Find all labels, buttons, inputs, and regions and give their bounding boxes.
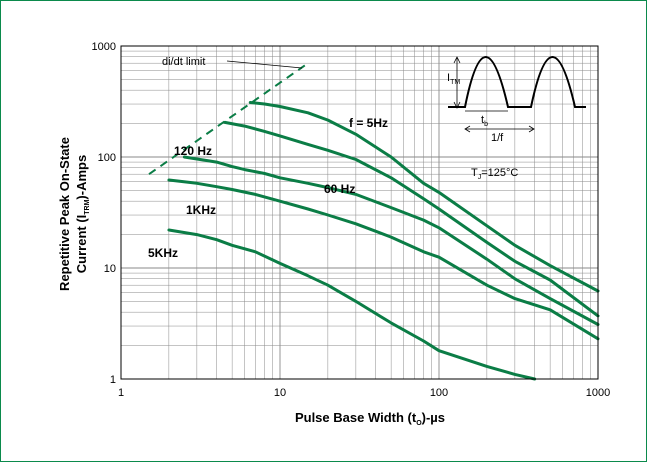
didt-limit-dashed [148, 62, 309, 176]
inset-waveform: ITM tb 1/f [447, 56, 586, 144]
curves [167, 101, 600, 381]
curve-label-120hz: 120 Hz [174, 144, 212, 158]
curve-label-1khz: 1KHz [186, 203, 216, 217]
series-curve-60hz [223, 120, 600, 318]
x-tick-label: 100 [430, 387, 448, 399]
inset-period-arrowheads [464, 125, 535, 133]
inset-itm-label: ITM [447, 72, 460, 86]
y-tick-labels: 1 10 100 1000 [92, 41, 116, 386]
y-axis-title-line1: Repetitive Peak On-State [57, 137, 72, 291]
y-tick-label: 1000 [92, 41, 116, 53]
tj-label: TJ=125°C [471, 167, 518, 181]
curve-label-5hz: f = 5Hz [349, 116, 388, 130]
x-tick-label: 10 [274, 387, 286, 399]
x-tick-label: 1000 [586, 387, 610, 399]
series-curve-f5hz [248, 101, 600, 293]
curve-label-60hz: 60 Hz [324, 182, 355, 196]
didt-limit-line [148, 62, 309, 176]
inset-itm-arrowheads [453, 56, 461, 109]
didt-leader-line [226, 60, 303, 69]
y-tick-label: 1 [110, 374, 116, 386]
x-tick-labels: 1 10 100 1000 [118, 387, 610, 399]
inset-period-label: 1/f [491, 132, 504, 144]
series-curve-1khz [167, 178, 600, 341]
x-tick-label: 1 [118, 387, 124, 399]
didt-limit-label: di/dt limit [162, 56, 205, 68]
y-tick-label: 100 [98, 152, 116, 164]
x-axis-title: Pulse Base Width (tO)-µs [295, 410, 445, 427]
inset-tb-label: tb [481, 114, 488, 128]
y-tick-label: 10 [104, 263, 116, 275]
curve-label-5khz: 5KHz [148, 246, 178, 260]
series-curve-5khz [167, 228, 537, 381]
plot-area [120, 45, 599, 380]
series-curve-120hz [182, 155, 600, 326]
y-axis-title-line2: Current (ITRM)-Amps [74, 155, 91, 273]
inset-pulse-train [448, 56, 586, 108]
